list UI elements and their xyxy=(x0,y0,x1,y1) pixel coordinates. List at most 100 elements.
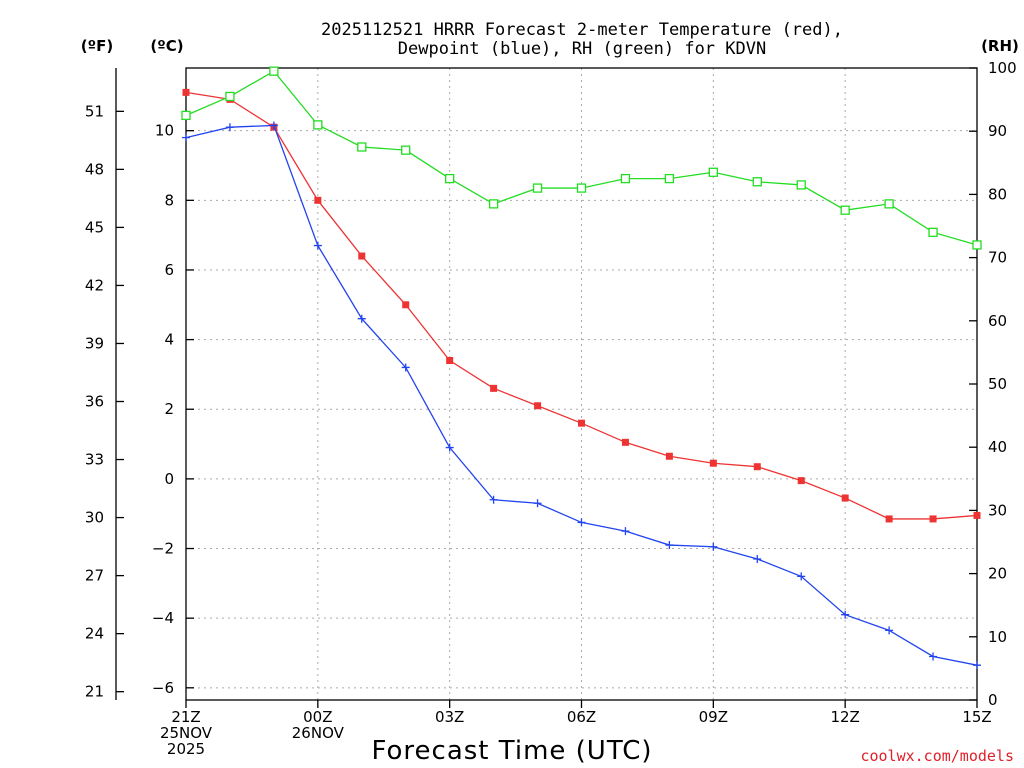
temperature-point xyxy=(797,477,805,485)
temperature-point xyxy=(621,438,629,446)
dewpoint-point xyxy=(753,554,762,563)
dewpoint-point xyxy=(357,314,366,323)
fahrenheit-tick-label: 39 xyxy=(85,334,104,352)
rh-point xyxy=(313,120,323,130)
rh-point xyxy=(225,91,235,102)
rh-point xyxy=(445,173,455,184)
temperature-point xyxy=(446,356,454,364)
x-tick-label: 21Z xyxy=(171,708,200,726)
temperature-point xyxy=(753,463,761,471)
temperature-point xyxy=(578,419,585,427)
x-tick-label: 03Z xyxy=(435,708,464,726)
x-tick-label: 00Z xyxy=(303,708,332,726)
dewpoint-point xyxy=(929,652,938,661)
plot-frame xyxy=(185,67,978,701)
rh-tick-label: 90 xyxy=(988,122,1007,140)
x-tick-label: 26NOV xyxy=(292,724,345,742)
rh-tick-label: 50 xyxy=(988,375,1007,393)
data-series xyxy=(181,66,982,670)
rh-point xyxy=(532,183,543,193)
source-credit: coolwx.com/models xyxy=(860,747,1014,765)
dewpoint-point xyxy=(401,363,410,372)
dewpoint-point xyxy=(841,610,850,619)
fahrenheit-tick-label: 33 xyxy=(85,451,104,469)
fahrenheit-tick-label: 48 xyxy=(85,160,104,178)
fahrenheit-tick-label: 51 xyxy=(85,102,104,120)
temperature-point xyxy=(402,301,410,309)
rh-tick-label: 30 xyxy=(988,501,1007,519)
rh-tick-label: 80 xyxy=(988,185,1007,203)
celsius-tick-label: 10 xyxy=(155,122,174,140)
dewpoint-point xyxy=(621,527,630,536)
rh-tick-label: 100 xyxy=(988,59,1017,77)
rh-point xyxy=(269,66,279,76)
rh-tick-label: 20 xyxy=(988,565,1007,583)
rh-unit-label: (RH) xyxy=(981,37,1019,55)
fahrenheit-tick-label: 27 xyxy=(85,567,104,585)
temperature-point xyxy=(182,88,190,96)
fahrenheit-tick-label: 36 xyxy=(85,393,104,411)
dewpoint-point xyxy=(973,661,981,670)
fahrenheit-tick-label: 24 xyxy=(85,625,104,643)
chart-title-line2: Dewpoint (blue), RH (green) for KDVN xyxy=(398,39,766,59)
chart-title-line1: 2025112521 HRRR Forecast 2-meter Tempera… xyxy=(321,20,843,40)
celsius-tick-label: −4 xyxy=(152,609,174,627)
rh-point xyxy=(488,199,499,209)
celsius-tick-label: 4 xyxy=(164,331,174,349)
rh-point xyxy=(840,205,850,215)
dewpoint-point xyxy=(797,572,806,581)
celsius-tick-label: −2 xyxy=(152,540,174,558)
rh-tick-label: 60 xyxy=(988,312,1007,330)
rh-point xyxy=(620,173,631,184)
dewpoint-point xyxy=(313,241,322,250)
temperature-point xyxy=(841,494,849,502)
rh-point xyxy=(708,167,718,177)
celsius-tick-label: 8 xyxy=(164,191,174,209)
temperature-point xyxy=(929,515,937,523)
dewpoint-point xyxy=(182,133,190,142)
rh-tick-label: 10 xyxy=(988,628,1007,646)
temperature-point xyxy=(490,384,498,392)
rh-tick-label: 0 xyxy=(988,691,998,709)
rh-point xyxy=(181,110,191,121)
x-tick-label: 2025 xyxy=(167,740,205,758)
rh-point xyxy=(752,177,762,187)
celsius-tick-label: −6 xyxy=(152,679,174,697)
rh-point xyxy=(884,199,894,209)
celsius-unit-label: (ºC) xyxy=(150,37,183,55)
dewpoint-point xyxy=(533,499,542,508)
x-tick-label: 06Z xyxy=(567,708,596,726)
dewpoint-point xyxy=(489,495,498,504)
rh-tick-label: 70 xyxy=(988,249,1007,267)
rh-point xyxy=(928,227,938,237)
fahrenheit-unit-label: (ºF) xyxy=(81,37,113,55)
x-tick-label: 12Z xyxy=(830,708,859,726)
celsius-tick-label: 6 xyxy=(164,261,174,279)
x-tick-label: 25NOV xyxy=(160,724,213,742)
dewpoint-point xyxy=(665,541,674,550)
rh-point xyxy=(357,142,367,152)
rh-point xyxy=(972,240,982,250)
dewpoint-point xyxy=(269,121,278,130)
dewpoint-point xyxy=(709,542,718,551)
celsius-tick-label: 0 xyxy=(164,470,174,488)
x-tick-label: 15Z xyxy=(962,708,991,726)
axes xyxy=(115,67,978,701)
celsius-tick-label: 2 xyxy=(164,400,174,418)
temperature-point xyxy=(973,511,981,519)
fahrenheit-tick-label: 42 xyxy=(85,276,104,294)
temperature-point xyxy=(885,515,893,523)
temperature-series-line xyxy=(185,91,978,520)
x-tick-label: 09Z xyxy=(699,708,728,726)
fahrenheit-tick-label: 30 xyxy=(85,509,104,527)
dewpoint-point xyxy=(577,518,586,527)
rh-point xyxy=(401,145,411,155)
temperature-point xyxy=(709,459,717,467)
dewpoint-point xyxy=(225,123,234,132)
dewpoint-point xyxy=(885,626,894,635)
temperature-point xyxy=(534,402,542,410)
fahrenheit-tick-label: 45 xyxy=(85,218,104,236)
x-axis-title: Forecast Time (UTC) xyxy=(371,736,652,766)
